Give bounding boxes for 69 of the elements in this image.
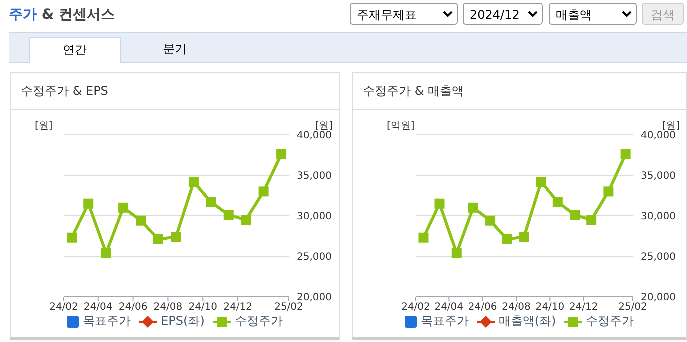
x-tick-label: 25/02 xyxy=(274,302,304,314)
point xyxy=(67,232,78,243)
y2-tick-label: 35,000 xyxy=(641,171,676,182)
y2-tick-label: 20,000 xyxy=(641,292,676,304)
x-tick-label: 24/04 xyxy=(434,302,464,314)
x-tick-label: 24/12 xyxy=(569,302,598,314)
legend-label: 목표주가 xyxy=(420,313,469,330)
legend-label: 목표주가 xyxy=(82,313,132,330)
x-tick-label: 24/04 xyxy=(84,302,113,314)
text: 연간 xyxy=(29,37,121,63)
y2-axis-title: [원] xyxy=(315,120,333,132)
point xyxy=(258,186,269,197)
text: 분기 xyxy=(162,41,188,58)
legend-label: 수정주가 xyxy=(585,313,634,330)
point xyxy=(206,197,216,208)
point xyxy=(153,234,164,244)
point xyxy=(434,198,445,209)
y2-tick-label: 30,000 xyxy=(297,212,332,223)
text: 검색 xyxy=(642,3,684,25)
point xyxy=(486,216,496,226)
x-tick-label: 24/06 xyxy=(468,302,498,314)
point xyxy=(84,198,94,209)
x-tick-label: 24/08 xyxy=(502,302,531,314)
y2-axis-title: [원] xyxy=(662,120,680,132)
point xyxy=(502,234,512,244)
point xyxy=(519,232,530,242)
point xyxy=(171,232,182,242)
point xyxy=(586,215,597,226)
y2-tick-label: 30,000 xyxy=(641,212,676,223)
x-tick-label: 24/02 xyxy=(402,302,430,314)
point xyxy=(118,202,129,213)
legend-label: 수정주가 xyxy=(234,313,283,330)
y2-tick-label: 40,000 xyxy=(297,130,332,142)
y-axis-title: [억원] xyxy=(387,120,415,133)
text: 2024/12 xyxy=(463,3,543,25)
chart-title: 수정주가 & 매출액 xyxy=(353,73,686,110)
x-tick-label: 25/02 xyxy=(618,302,648,314)
point xyxy=(536,176,546,187)
point xyxy=(604,186,614,197)
point xyxy=(101,248,112,258)
point xyxy=(468,202,478,213)
text: 매출액 xyxy=(549,3,637,25)
point xyxy=(418,232,429,243)
x-tick-label: 24/10 xyxy=(188,302,218,314)
x-tick-label: 24/02 xyxy=(50,302,78,314)
y-axis-title: [원] xyxy=(35,120,53,133)
legend-label: 매출액(좌) xyxy=(498,313,556,330)
point xyxy=(570,210,580,220)
x-tick-label: 24/12 xyxy=(224,302,252,314)
x-tick-label: 24/06 xyxy=(118,302,148,314)
x-tick-label: 24/08 xyxy=(154,302,183,314)
point xyxy=(224,210,234,220)
x-tick-label: 24/10 xyxy=(536,302,565,314)
point xyxy=(452,248,462,258)
y2-tick-label: 25,000 xyxy=(641,252,676,264)
point xyxy=(136,216,146,226)
point xyxy=(276,149,287,160)
text: 주재무제표 xyxy=(350,3,458,25)
text: 주가 & 컨센서스 xyxy=(9,6,115,24)
y2-tick-label: 20,000 xyxy=(297,292,332,304)
chart-title: 수정주가 & EPS xyxy=(11,73,339,110)
y2-tick-label: 35,000 xyxy=(297,171,332,182)
point xyxy=(620,149,631,160)
legend-label: EPS(좌) xyxy=(160,313,205,330)
point xyxy=(552,197,563,208)
point xyxy=(188,176,199,187)
point xyxy=(241,215,252,226)
y2-tick-label: 25,000 xyxy=(297,252,332,264)
y2-tick-label: 40,000 xyxy=(641,130,676,142)
